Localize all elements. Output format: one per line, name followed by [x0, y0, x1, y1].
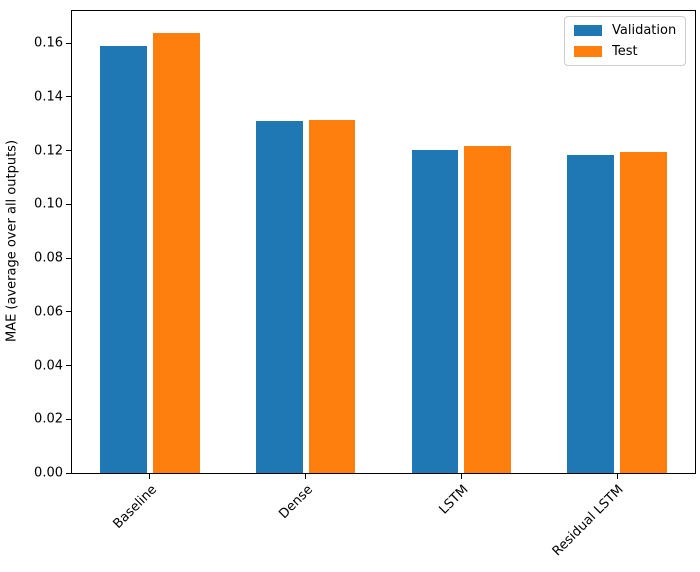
plot-area: 0.00 0.02 0.04 0.06 0.08 0.10 0.12 0.14 0.16 Base… [34, 10, 696, 559]
y-tick-mark [66, 257, 71, 259]
y-tick-label: 0.16 [34, 35, 63, 51]
x-tick-label: Dense [275, 482, 316, 522]
y-tick-label: 0.00 [34, 465, 63, 481]
y-tick-mark [66, 150, 71, 152]
bar-test-baseline [152, 32, 200, 473]
bar-validation-baseline [100, 45, 147, 473]
legend-label-test: Test [612, 44, 638, 59]
x-tick-mark [460, 474, 462, 479]
y-tick-mark [66, 311, 71, 313]
legend-swatch-test [574, 46, 602, 57]
x-tick-label: Residual LSTM [550, 482, 628, 560]
y-tick-label: 0.08 [34, 250, 63, 266]
y-tick-mark [66, 42, 71, 44]
legend: Validation Test [564, 16, 687, 66]
y-tick-label: 0.02 [34, 411, 63, 427]
y-tick-label: 0.06 [34, 304, 63, 320]
legend-label-validation: Validation [612, 23, 677, 38]
y-tick-mark [66, 203, 71, 205]
y-tick-label: 0.14 [34, 89, 63, 105]
y-tick-mark [66, 418, 71, 420]
bar-test-dense [308, 120, 356, 473]
y-tick-mark [66, 365, 71, 367]
y-axis-label: MAE (average over all outputs) [4, 139, 20, 343]
x-tick-mark [305, 474, 307, 479]
y-tick-label: 0.04 [34, 358, 63, 374]
bar-validation-lstm [411, 149, 459, 473]
legend-item-test: Test [574, 45, 676, 58]
x-tick-mark [149, 474, 151, 479]
y-tick-mark [66, 472, 71, 474]
x-tick-mark [616, 474, 618, 479]
legend-swatch-validation [574, 25, 602, 36]
x-tick-label: Baseline [110, 482, 160, 532]
y-tick-mark [66, 96, 71, 98]
y-tick-label: 0.10 [34, 196, 63, 212]
y-tick-label: 0.12 [34, 143, 63, 159]
bar-test-lstm [464, 146, 512, 473]
bar-validation-dense [255, 121, 303, 473]
bar-test-residual-lstm [620, 151, 667, 473]
legend-item-validation: Validation [574, 24, 676, 37]
x-tick-label: LSTM [436, 482, 472, 518]
bar-validation-residual-lstm [567, 154, 614, 473]
